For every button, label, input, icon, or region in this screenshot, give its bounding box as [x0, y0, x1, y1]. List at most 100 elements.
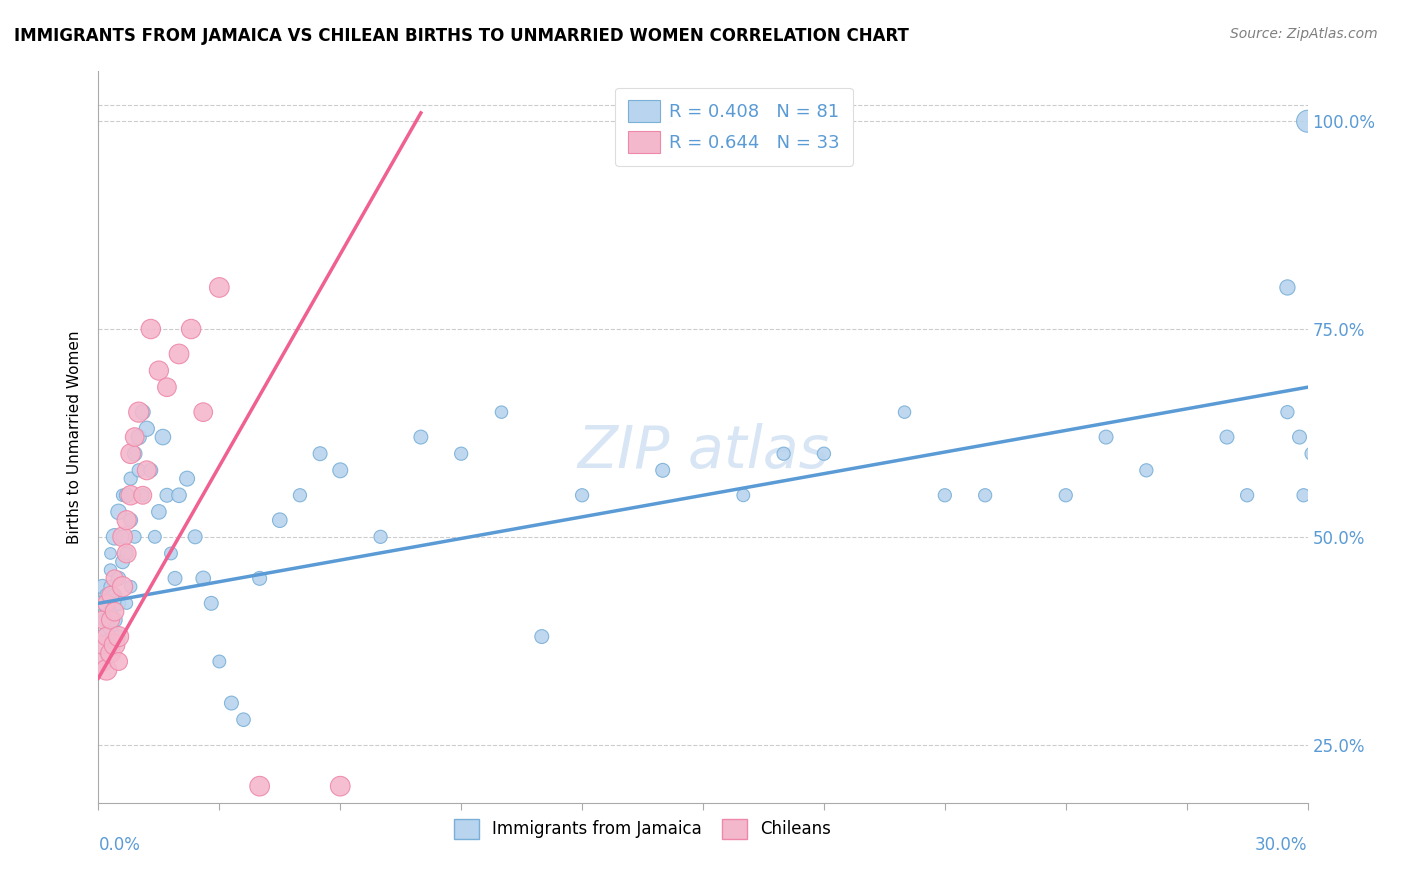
Point — [249, 571, 271, 585]
Point — [103, 588, 125, 602]
Point — [100, 605, 122, 619]
Point — [91, 638, 114, 652]
Text: Source: ZipAtlas.com: Source: ZipAtlas.com — [1230, 27, 1378, 41]
Point — [115, 513, 138, 527]
Text: 0.0%: 0.0% — [98, 836, 141, 854]
Point — [148, 505, 170, 519]
Point — [91, 580, 114, 594]
Point — [1236, 488, 1258, 502]
Point — [1296, 114, 1319, 128]
Point — [180, 322, 202, 336]
Point — [103, 530, 125, 544]
Point — [115, 546, 138, 560]
Point — [651, 463, 673, 477]
Point — [772, 447, 794, 461]
Point — [139, 463, 162, 477]
Point — [115, 596, 138, 610]
Point — [269, 513, 291, 527]
Point — [115, 488, 138, 502]
Point — [1054, 488, 1077, 502]
Point — [193, 571, 215, 585]
Point — [103, 605, 125, 619]
Point — [124, 447, 146, 461]
Point — [96, 630, 118, 644]
Text: 30.0%: 30.0% — [1256, 836, 1308, 854]
Point — [200, 596, 222, 610]
Point — [132, 405, 155, 419]
Point — [184, 530, 207, 544]
Point — [974, 488, 997, 502]
Point — [96, 663, 118, 677]
Point — [1301, 447, 1323, 461]
Point — [103, 638, 125, 652]
Point — [893, 405, 915, 419]
Point — [1288, 430, 1310, 444]
Point — [163, 571, 186, 585]
Point — [100, 580, 122, 594]
Point — [107, 630, 129, 644]
Point — [120, 472, 142, 486]
Point — [152, 430, 174, 444]
Point — [135, 422, 157, 436]
Point — [1292, 488, 1315, 502]
Point — [128, 405, 150, 419]
Point — [530, 630, 553, 644]
Point — [1305, 380, 1327, 394]
Point — [733, 488, 755, 502]
Point — [329, 463, 352, 477]
Point — [249, 779, 271, 793]
Point — [103, 613, 125, 627]
Point — [208, 655, 231, 669]
Point — [91, 613, 114, 627]
Point — [111, 530, 134, 544]
Point — [167, 488, 190, 502]
Point — [111, 488, 134, 502]
Point — [96, 596, 118, 610]
Y-axis label: Births to Unmarried Women: Births to Unmarried Women — [67, 330, 83, 544]
Point — [813, 447, 835, 461]
Point — [128, 430, 150, 444]
Point — [100, 588, 122, 602]
Point — [934, 488, 956, 502]
Point — [143, 530, 166, 544]
Point — [111, 580, 134, 594]
Point — [491, 405, 513, 419]
Point — [221, 696, 243, 710]
Point — [208, 280, 231, 294]
Point — [96, 613, 118, 627]
Point — [91, 630, 114, 644]
Text: IMMIGRANTS FROM JAMAICA VS CHILEAN BIRTHS TO UNMARRIED WOMEN CORRELATION CHART: IMMIGRANTS FROM JAMAICA VS CHILEAN BIRTH… — [14, 27, 908, 45]
Point — [409, 430, 432, 444]
Point — [100, 546, 122, 560]
Point — [100, 646, 122, 660]
Point — [1277, 405, 1299, 419]
Point — [176, 472, 198, 486]
Point — [96, 588, 118, 602]
Point — [128, 463, 150, 477]
Point — [571, 488, 593, 502]
Point — [148, 363, 170, 377]
Point — [135, 463, 157, 477]
Point — [115, 546, 138, 560]
Point — [91, 655, 114, 669]
Point — [107, 571, 129, 585]
Point — [156, 488, 179, 502]
Point — [100, 613, 122, 627]
Point — [132, 488, 155, 502]
Point — [103, 638, 125, 652]
Point — [120, 488, 142, 502]
Point — [139, 322, 162, 336]
Point — [450, 447, 472, 461]
Point — [96, 646, 118, 660]
Point — [329, 779, 352, 793]
Point — [100, 621, 122, 635]
Text: ZIP atlas: ZIP atlas — [576, 423, 830, 480]
Point — [111, 530, 134, 544]
Legend: Immigrants from Jamaica, Chileans: Immigrants from Jamaica, Chileans — [447, 812, 838, 846]
Point — [100, 563, 122, 577]
Point — [1216, 430, 1239, 444]
Point — [103, 571, 125, 585]
Point — [156, 380, 179, 394]
Point — [309, 447, 332, 461]
Point — [132, 488, 155, 502]
